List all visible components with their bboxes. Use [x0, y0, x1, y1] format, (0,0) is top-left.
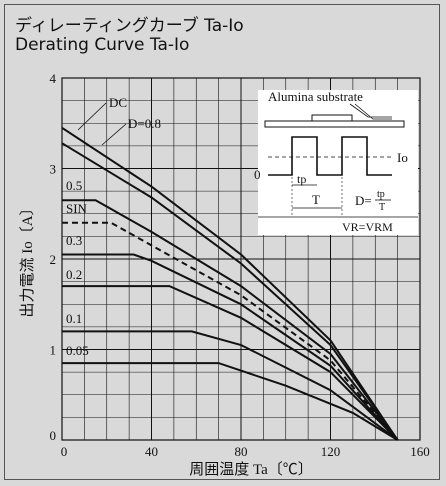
y-tick-label: 0 — [50, 428, 57, 443]
t-label: T — [312, 192, 320, 207]
y-axis-label: 出力電流 Io〔A〕 — [19, 200, 36, 317]
series-line-dc — [61, 126, 399, 441]
io-label: Io — [397, 150, 408, 165]
x-tick-label: 120 — [321, 444, 341, 459]
series-line-sin — [62, 221, 399, 441]
x-tick-label: 0 — [61, 444, 68, 459]
duty-numerator: tp — [377, 189, 385, 200]
x-tick-label: 80 — [235, 444, 248, 459]
series-label: 0.3 — [66, 233, 82, 248]
series-label: DC — [109, 95, 127, 110]
substrate-label: Alumina substrate — [268, 89, 363, 104]
pulse-waveform-icon — [268, 136, 392, 176]
zero-label: 0 — [254, 167, 261, 182]
series-line-d-0-8 — [61, 142, 399, 441]
series-line-0-05 — [62, 362, 399, 441]
series-labels: DCD=0.8 0.5 SIN 0.3 0.2 0.1 0.05 — [66, 95, 161, 358]
chart-title-english: Derating Curve Ta-Io — [15, 35, 190, 55]
duty-denominator: T — [379, 202, 385, 213]
series-label: 0.05 — [66, 343, 89, 358]
series-line-0-3 — [62, 253, 399, 441]
series-label: 0.5 — [66, 178, 82, 193]
series-label: D=0.8 — [128, 116, 161, 131]
x-axis-label: 周囲温度 Ta〔℃〕 — [189, 461, 313, 478]
x-tick-label: 160 — [410, 444, 430, 459]
series-line-0-2 — [62, 285, 399, 441]
vr-label: VR=VRM — [342, 220, 393, 234]
waveform-inset: Alumina substrate 0 Io tp T D= tp T VR=V… — [254, 89, 418, 235]
component-icon — [311, 114, 353, 121]
x-tick-label: 40 — [145, 444, 158, 459]
substrate-icon — [264, 120, 405, 128]
y-tick-label: 3 — [50, 162, 57, 177]
series-label: SIN — [66, 201, 88, 216]
tp-label: tp — [297, 172, 306, 186]
plot-frame — [61, 77, 421, 441]
chart-title-japanese: ディレーティングカーブ Ta-Io — [15, 16, 244, 36]
series-line-0-1 — [62, 330, 399, 441]
y-tick-label: 2 — [50, 252, 57, 267]
series-line-0-5 — [62, 199, 399, 441]
chart-curves — [61, 126, 399, 441]
y-tick-label: 4 — [50, 71, 57, 86]
series-label: 0.2 — [66, 267, 82, 282]
chart-panel: ディレーティングカーブ Ta-Io Derating Curve Ta-Io — [4, 4, 440, 480]
chart-ticks: 0 40 80 120 160 0 1 2 3 4 — [50, 71, 430, 459]
series-label: 0.1 — [66, 311, 82, 326]
leader-line-icon — [349, 103, 392, 120]
duty-prefix: D= — [355, 193, 372, 208]
d08-leader-line — [101, 123, 127, 146]
y-tick-label: 1 — [50, 343, 57, 358]
dc-leader-line — [77, 102, 107, 131]
inset-background — [258, 90, 418, 235]
